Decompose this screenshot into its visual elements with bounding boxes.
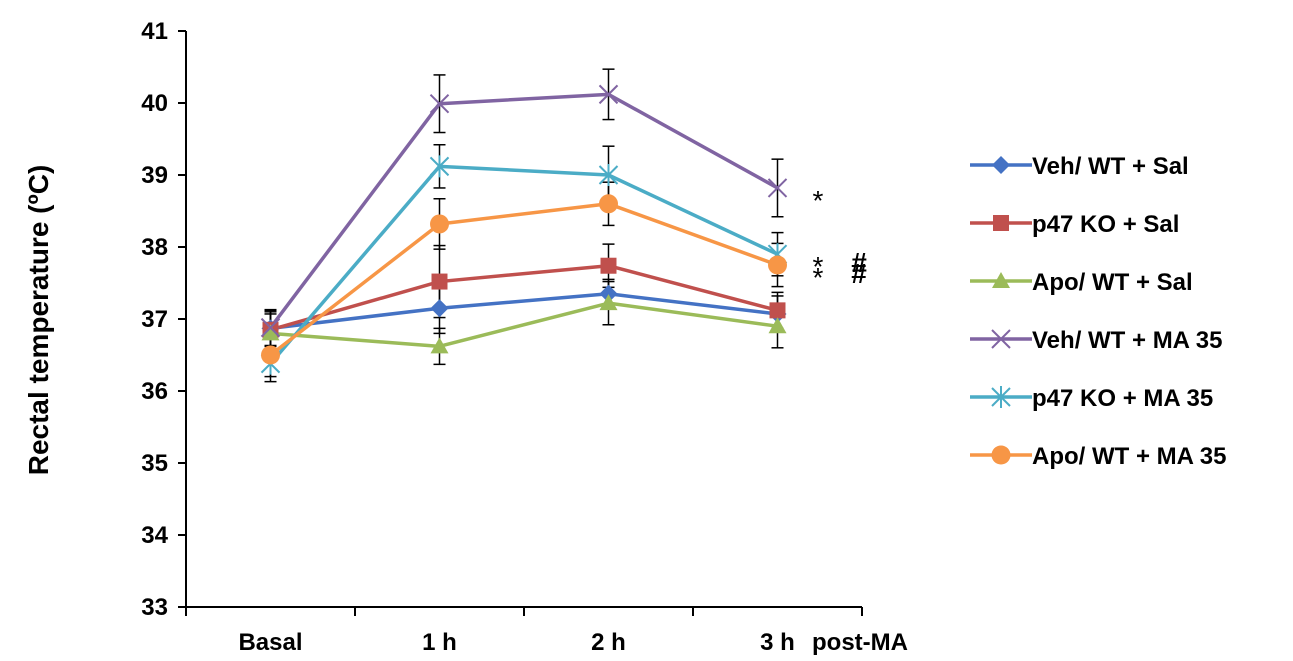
significance-hash: # [851,247,867,278]
data-point [599,194,618,214]
y-tick-label: 33 [141,594,168,621]
marker-shape [429,155,450,178]
data-point [599,294,618,311]
marker-shape [430,299,449,318]
significance-star: * [813,262,824,293]
legend-label: Veh/ WT + Sal [1032,153,1189,180]
x-tick-label: 3 h [760,629,795,656]
data-point [430,299,449,318]
legend-marker [991,445,1011,465]
legend-label: Apo/ WT + Sal [1032,269,1193,296]
marker-shape [598,84,619,105]
marker-shape [992,156,1010,174]
legend-label: p47 KO + Sal [1032,211,1179,238]
series-lines [269,92,779,365]
marker-shape [768,317,787,334]
legend-marker [991,329,1011,349]
legend-item: Apo/ WT + Sal [970,269,1193,296]
marker-shape [991,329,1011,349]
data-point [768,255,787,275]
data-point [261,345,280,365]
y-tick-label: 41 [141,18,168,45]
x-tick-label: 1 h [422,629,457,656]
error-bars [264,68,784,383]
data-point [600,257,617,274]
marker-shape [430,337,449,354]
series-markers [260,84,788,375]
y-tick-label: 36 [141,378,168,405]
legend-marker [992,156,1010,174]
marker-shape [599,284,618,303]
y-tick-label: 40 [141,90,168,117]
data-point [767,178,788,198]
series-line [269,92,779,329]
x-tick-label: 2 h [591,629,626,656]
data-point [599,284,618,303]
marker-shape [599,194,618,214]
marker-shape [991,386,1011,408]
legend-item: p47 KO + Sal [970,211,1179,238]
marker-shape [430,214,449,234]
y-axis-title: Rectal temperature (ºC) [23,165,54,476]
marker-shape [598,164,619,186]
data-point [261,324,280,341]
series-line [270,292,778,331]
legend-label: Veh/ WT + MA 35 [1032,327,1223,354]
y-tick-label: 34 [141,522,168,549]
legend-marker [991,386,1011,408]
data-point [430,337,449,354]
legend-item: Veh/ WT + MA 35 [970,327,1223,354]
significance-star: * [813,185,824,216]
marker-shape [599,294,618,311]
data-point [598,164,619,186]
marker-shape [992,272,1010,288]
marker-shape [261,324,280,341]
legend-item: Apo/ WT + MA 35 [970,443,1226,470]
y-tick-label: 37 [141,306,168,333]
marker-shape [768,255,787,275]
y-tick-label: 35 [141,450,168,477]
data-point [768,317,787,334]
data-point [769,302,786,319]
data-point [598,84,619,105]
data-point [429,94,450,114]
data-point [260,317,281,338]
marker-shape [991,445,1011,465]
data-point [429,155,450,178]
series-line [269,202,779,357]
legend: Veh/ WT + Sal p47 KO + Sal Apo/ WT + Sal Ve… [970,153,1226,470]
marker-shape [993,215,1009,231]
x-tick-label: Basal [238,629,302,656]
legend-item: p47 KO + MA 35 [970,385,1213,412]
marker-shape [769,302,786,319]
y-tick-label: 39 [141,162,168,189]
legend-label: p47 KO + MA 35 [1032,385,1213,412]
marker-shape [431,273,448,290]
axes: 33 34 35 36 37 38 39 40 41 Basal 1 h 2 h 3 h [141,18,863,656]
marker-shape [429,94,450,114]
legend-item: Veh/ WT + Sal [970,153,1189,180]
legend-marker [992,272,1010,288]
y-tick-label: 38 [141,234,168,261]
x-axis-suffix-label: post-MA [812,629,908,656]
series-line [270,301,778,349]
series-line [269,164,779,365]
significance-hash: # [851,258,867,289]
legend-label: Apo/ WT + MA 35 [1032,443,1226,470]
data-point [430,214,449,234]
marker-shape [600,257,617,274]
data-point [431,273,448,290]
marker-shape [767,178,788,198]
marker-shape [261,345,280,365]
significance-annotations: ** #* # [813,185,868,293]
series-line [270,263,778,332]
significance-star: * [813,251,824,282]
marker-shape [260,317,281,338]
legend-marker [993,215,1009,231]
